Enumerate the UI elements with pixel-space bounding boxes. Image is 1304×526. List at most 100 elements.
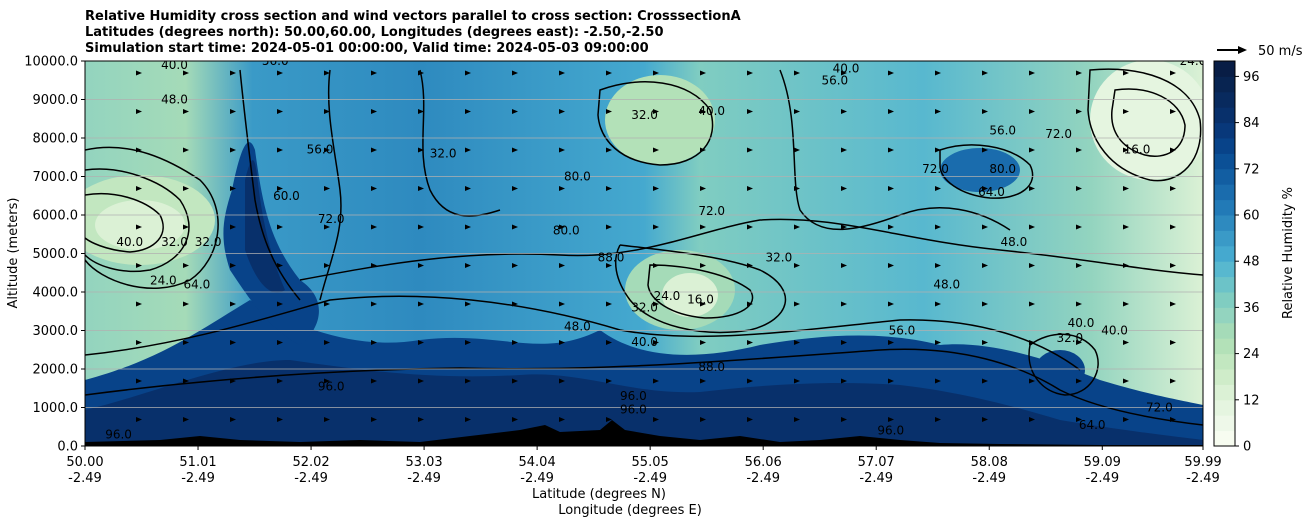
wind-vector-arrow — [230, 378, 236, 384]
wind-vector-arrow — [559, 417, 565, 422]
wind-vector-arrow — [935, 417, 941, 422]
wind-vector-arrow — [888, 340, 894, 345]
wind-vector-arrow — [512, 109, 518, 114]
wind-vector-arrow — [418, 417, 424, 422]
contour-label: 56.0 — [821, 73, 848, 87]
wind-vector-arrow — [136, 70, 142, 76]
wind-vector-arrow — [935, 340, 941, 345]
wind-vector-arrow — [512, 186, 518, 191]
wind-vector-arrow — [136, 147, 142, 153]
contour-label: 32.0 — [631, 108, 658, 122]
wind-vector-arrow — [230, 340, 236, 345]
wind-vector-arrow — [747, 186, 753, 191]
wind-vector-arrow — [1123, 378, 1129, 384]
colorbar-segment — [1214, 168, 1235, 185]
colorbar-segment — [1214, 353, 1235, 370]
wind-vector-arrow — [324, 109, 330, 114]
wind-vector-arrow — [982, 263, 988, 268]
wind-vector-arrow — [982, 147, 988, 153]
wind-vector-arrow — [700, 378, 706, 384]
wind-vector-arrow — [324, 378, 330, 384]
wind-vector-arrow — [935, 301, 941, 307]
wind-vector-arrow — [512, 417, 518, 422]
wind-vector-arrow — [230, 186, 236, 191]
wind-vector-arrow — [512, 301, 518, 307]
wind-vector-arrow — [653, 186, 659, 191]
wind-vector-arrow — [982, 186, 988, 191]
y-axis: 0.0 1000.0 2000.0 3000.0 4000.0 5000.0 6000.0 7… — [24, 55, 85, 455]
wind-vector-arrow — [700, 70, 706, 76]
wind-vector-arrow — [277, 109, 283, 114]
wind-vector-arrow — [1076, 70, 1082, 76]
contour-label: 32.0 — [195, 235, 222, 249]
wind-vector-arrow — [1123, 186, 1129, 191]
wind-vector-arrow — [465, 263, 471, 268]
wind-vector-arrow — [183, 109, 189, 114]
wind-vector-arrow — [277, 186, 283, 191]
colorbar-segment — [1214, 384, 1235, 401]
wind-key-label: 50 m/s — [1258, 44, 1303, 59]
wind-vector-arrow — [841, 378, 847, 384]
colorbar-frame — [1213, 60, 1236, 447]
wind-vector-arrow — [606, 224, 612, 230]
wind-vector-arrow — [324, 301, 330, 307]
wind-vector-arrow — [1170, 378, 1176, 384]
contour-line — [299, 218, 1203, 281]
wind-vector-arrow — [653, 417, 659, 422]
wind-vector-arrow — [747, 417, 753, 422]
wind-vector-arrow — [1076, 263, 1082, 268]
wind-vector-arrow — [700, 301, 706, 307]
colorbar-segment — [1214, 91, 1235, 108]
wind-vector-arrow — [183, 186, 189, 191]
colorbar-segment — [1214, 230, 1235, 247]
x-tick-label-longitude: -2.49 — [746, 471, 780, 486]
colorbar-segment — [1214, 153, 1235, 170]
contour-line — [85, 146, 219, 289]
wind-vector-arrow — [794, 340, 800, 345]
x-tick-label-longitude: -2.49 — [407, 471, 441, 486]
wind-vector-arrow — [418, 186, 424, 191]
wind-vector-arrow — [982, 340, 988, 345]
wind-vector-arrow — [606, 340, 612, 345]
wind-vector-arrow — [653, 378, 659, 384]
wind-vector-arrow — [371, 224, 377, 230]
colorbar-tick-label: 84 — [1243, 116, 1260, 131]
wind-vector-arrow — [700, 340, 706, 345]
wind-vector-arrow — [183, 417, 189, 422]
wind-vector-arrow — [747, 109, 753, 114]
wind-vector-arrow — [183, 224, 189, 230]
wind-vector-arrow — [1170, 147, 1176, 153]
x-tick-label-latitude: 52.02 — [292, 455, 329, 470]
wind-vector-arrow — [982, 378, 988, 384]
wind-vector-arrow — [1076, 378, 1082, 384]
wind-key-arrow-head — [1238, 46, 1247, 54]
wind-vector-arrow — [794, 70, 800, 76]
wind-vector-arrow — [465, 70, 471, 76]
colorbar-tick-label: 12 — [1243, 393, 1260, 408]
wind-vector-arrow — [747, 378, 753, 384]
wind-vector-arrow — [747, 263, 753, 268]
x-axis-label-longitude: Longitude (degrees E) — [558, 503, 702, 518]
contour-label: 40.0 — [1068, 316, 1095, 330]
wind-vector-arrow — [418, 70, 424, 76]
colorbar-segment — [1214, 184, 1235, 201]
wind-vector-arrow — [324, 224, 330, 230]
wind-vector-arrow — [1076, 186, 1082, 191]
rh-dry-patch-central-core — [662, 273, 718, 317]
contour-label: 32.0 — [430, 146, 457, 160]
wind-vector-arrow — [324, 70, 330, 76]
colorbar-segment — [1214, 399, 1235, 416]
contour-label: 40.0 — [833, 62, 860, 76]
x-axis-label-latitude: Latitude (degrees N) — [532, 487, 666, 502]
wind-vector-arrow — [418, 378, 424, 384]
contour-label: 72.0 — [1045, 127, 1072, 141]
wind-vector-arrow — [1029, 417, 1035, 422]
wind-vector-arrow — [371, 378, 377, 384]
wind-vector-arrow — [700, 224, 706, 230]
colorbar-segment — [1214, 369, 1235, 385]
wind-vector-arrow — [888, 70, 894, 76]
colorbar-tick-label: 36 — [1243, 301, 1260, 316]
wind-vector-arrow — [1076, 417, 1082, 422]
wind-vector-arrow — [1076, 340, 1082, 345]
wind-vector-arrow — [324, 340, 330, 345]
